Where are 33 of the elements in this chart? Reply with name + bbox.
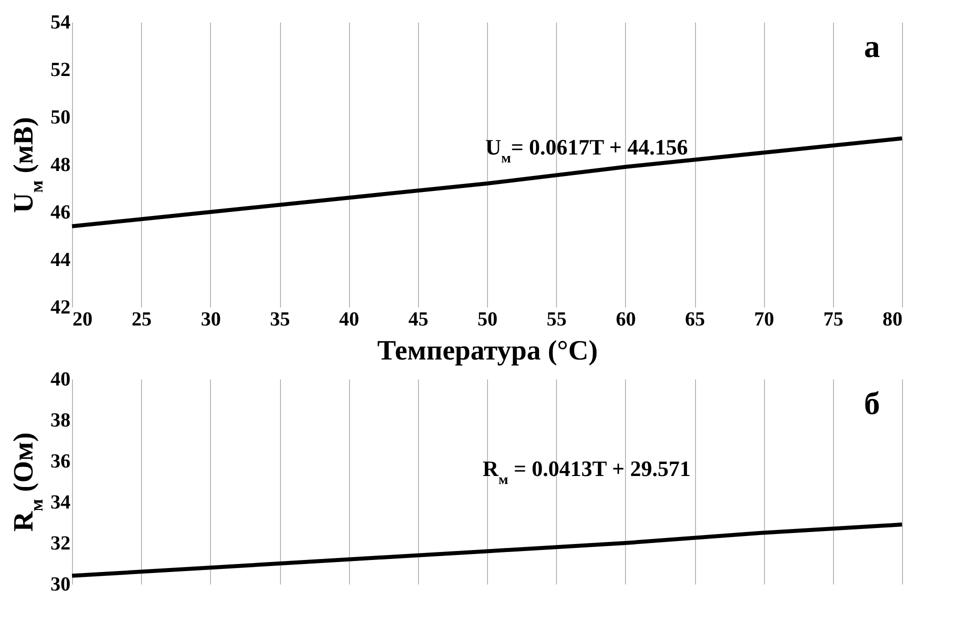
y-tick-label: 48: [50, 154, 70, 176]
x-tick-label: 30: [200, 308, 221, 330]
y-tick-label: 38: [50, 410, 70, 432]
annotation: б: [864, 385, 880, 421]
x-tick-label: 60: [616, 308, 636, 330]
x-tick-label: 65: [685, 308, 705, 330]
x-tick-label: 70: [754, 308, 774, 330]
y-tick-label: 34: [50, 492, 70, 514]
x-tick-label: 35: [270, 308, 290, 330]
x-tick-label: 80: [882, 308, 902, 330]
annotation: U$_{м}$= 0.0617T + 44.156: [485, 134, 688, 166]
y-tick-label: 32: [50, 532, 70, 554]
y-tick-label: 44: [50, 249, 70, 271]
x-axis-title: Температура (°C): [377, 336, 598, 366]
y-tick-label: 30: [50, 574, 70, 596]
annotation: а: [864, 28, 880, 64]
x-tick-label: 20: [72, 308, 92, 330]
line-series: [70, 522, 904, 578]
annotation: R$_{м}$ = 0.0413T + 29.571: [482, 456, 691, 488]
y-tick-label: 36: [50, 450, 70, 472]
x-tick-label: 40: [339, 308, 360, 330]
x-tick-label: 25: [132, 308, 152, 330]
x-tick-label: 45: [408, 308, 428, 330]
line-series: [70, 136, 904, 228]
y-tick-label: 46: [50, 202, 70, 224]
x-tick-label: 55: [546, 308, 567, 330]
y-tick-label: 40: [50, 368, 70, 390]
y-tick-label: 50: [50, 106, 70, 128]
x-tick-label: 75: [823, 308, 844, 330]
y-tick-label: 54: [50, 12, 70, 34]
x-tick-label: 50: [478, 308, 498, 330]
y-tick-label: 52: [50, 59, 70, 81]
y-tick-label: 42: [50, 296, 70, 318]
